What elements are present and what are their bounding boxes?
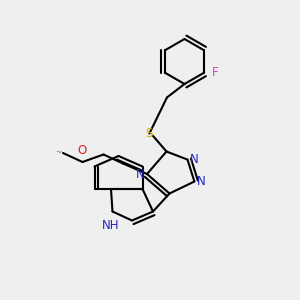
- Text: F: F: [212, 66, 218, 79]
- Text: S: S: [146, 127, 153, 140]
- Text: O: O: [78, 145, 87, 158]
- Text: methoxy: methoxy: [57, 150, 63, 152]
- Text: N: N: [197, 175, 206, 188]
- Text: N: N: [190, 153, 199, 166]
- Text: NH: NH: [102, 219, 120, 232]
- Text: N: N: [136, 167, 145, 181]
- Text: OMe: OMe: [58, 152, 61, 153]
